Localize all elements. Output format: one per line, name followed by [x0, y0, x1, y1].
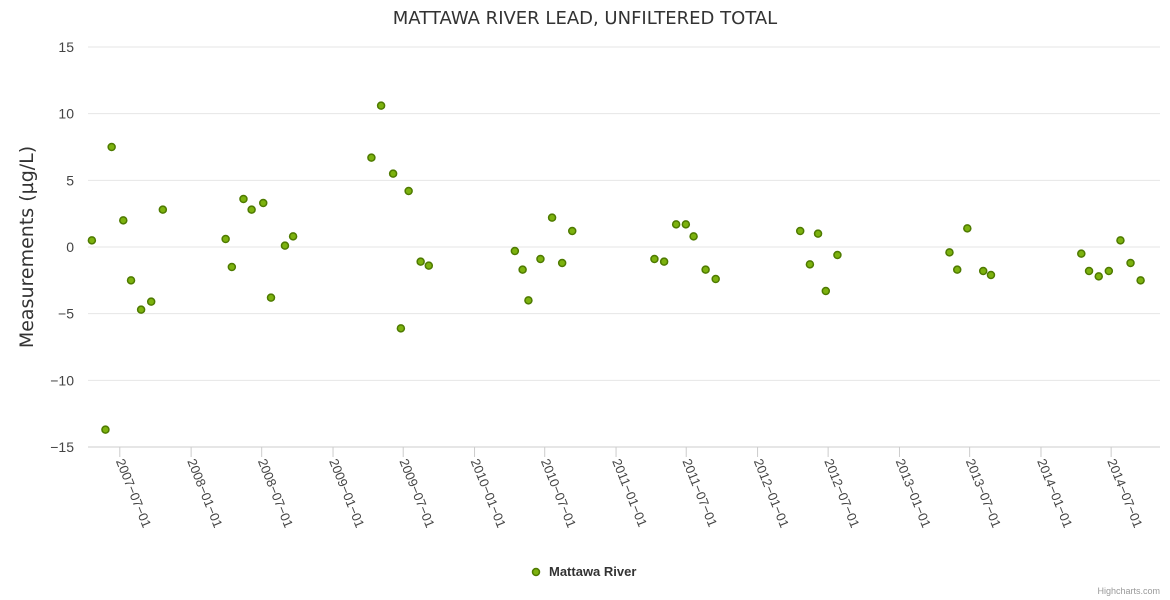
- data-point[interactable]: [126, 276, 136, 285]
- data-point[interactable]: [87, 236, 97, 245]
- data-point[interactable]: [689, 232, 698, 241]
- x-tick-label: 2010−01−01: [468, 457, 509, 530]
- y-tick-label: 15: [58, 39, 74, 55]
- data-point[interactable]: [650, 254, 659, 264]
- data-point[interactable]: [524, 296, 533, 305]
- data-point[interactable]: [567, 226, 577, 236]
- data-point[interactable]: [288, 232, 298, 241]
- y-tick-label: −5: [58, 306, 74, 322]
- data-point[interactable]: [146, 297, 156, 306]
- data-point[interactable]: [1136, 276, 1145, 285]
- data-point[interactable]: [221, 234, 230, 244]
- x-tick-label: 2013−07−01: [963, 457, 1004, 530]
- y-tick-label: 10: [58, 106, 74, 122]
- data-point[interactable]: [821, 286, 831, 296]
- data-point[interactable]: [963, 224, 972, 233]
- data-point[interactable]: [227, 262, 237, 272]
- x-tick-label: 2011−01−01: [609, 457, 650, 529]
- x-tick-label: 2014−01−01: [1034, 457, 1075, 530]
- x-tick-label: 2011−07−01: [679, 457, 720, 529]
- data-point[interactable]: [239, 194, 248, 204]
- data-point[interactable]: [119, 216, 128, 225]
- data-point[interactable]: [813, 229, 823, 238]
- x-tick-label: 2009−07−01: [396, 457, 437, 530]
- data-point[interactable]: [795, 226, 805, 236]
- data-point[interactable]: [376, 101, 386, 110]
- data-point[interactable]: [1104, 266, 1114, 276]
- data-point[interactable]: [396, 324, 406, 333]
- data-point[interactable]: [266, 293, 276, 302]
- data-point[interactable]: [367, 153, 376, 162]
- data-point[interactable]: [671, 220, 681, 229]
- y-axis-ticks: 15 10 5 0 −5 −10 −15: [50, 39, 74, 455]
- data-point[interactable]: [833, 250, 842, 260]
- data-point[interactable]: [280, 241, 290, 250]
- x-tick-label: 2012−01−01: [751, 457, 792, 530]
- legend-marker-icon[interactable]: [531, 567, 541, 577]
- x-tick-label: 2008−07−01: [255, 457, 296, 530]
- data-point[interactable]: [416, 257, 425, 266]
- x-tick-label: 2010−07−01: [538, 457, 579, 530]
- data-point[interactable]: [986, 270, 996, 280]
- data-point[interactable]: [404, 186, 413, 196]
- data-point[interactable]: [158, 205, 168, 214]
- data-point[interactable]: [1116, 236, 1125, 245]
- data-point[interactable]: [557, 258, 567, 268]
- data-point[interactable]: [978, 266, 988, 276]
- data-point[interactable]: [107, 142, 116, 152]
- y-axis-label: Measurements (µg/L): [16, 146, 38, 348]
- data-point[interactable]: [536, 254, 545, 264]
- data-point[interactable]: [547, 213, 557, 222]
- data-point[interactable]: [258, 198, 268, 208]
- data-point[interactable]: [952, 265, 962, 274]
- data-point[interactable]: [136, 305, 146, 314]
- data-point[interactable]: [1094, 272, 1103, 281]
- data-point[interactable]: [711, 274, 720, 284]
- data-point[interactable]: [247, 205, 256, 214]
- data-point[interactable]: [701, 265, 710, 274]
- data-point[interactable]: [510, 246, 520, 256]
- data-point[interactable]: [805, 260, 815, 269]
- data-point[interactable]: [101, 425, 110, 434]
- x-tick-label: 2014−07−01: [1104, 457, 1145, 530]
- x-tick-label: 2009−01−01: [326, 457, 367, 530]
- data-point[interactable]: [388, 169, 398, 178]
- data-point[interactable]: [1126, 258, 1135, 268]
- x-axis-ticks: 2007−07−01 2008−01−01 2008−07−01 2009−01−01…: [113, 447, 1146, 530]
- chart-title: MATTAWA RIVER LEAD, UNFILTERED TOTAL: [393, 8, 777, 29]
- data-point[interactable]: [681, 220, 691, 229]
- data-point[interactable]: [945, 248, 954, 257]
- credits-link[interactable]: Highcharts.com: [1097, 586, 1160, 596]
- y-tick-label: −15: [50, 439, 74, 455]
- x-tick-label: 2007−07−01: [113, 457, 154, 530]
- gridlines: [88, 46, 1160, 448]
- x-tick-label: 2008−01−01: [184, 457, 225, 530]
- y-tick-label: −10: [50, 372, 74, 388]
- x-tick-label: 2013−01−01: [893, 457, 934, 530]
- y-tick-label: 5: [66, 172, 74, 188]
- data-point[interactable]: [1084, 266, 1094, 276]
- data-point[interactable]: [1077, 249, 1086, 258]
- series-mattawa-river-points: [87, 101, 1145, 434]
- data-point[interactable]: [659, 257, 669, 266]
- legend-item-mattawa-river[interactable]: Mattawa River: [549, 564, 636, 579]
- data-point[interactable]: [518, 265, 527, 274]
- y-tick-label: 0: [66, 239, 74, 255]
- legend[interactable]: Mattawa River: [531, 564, 637, 579]
- x-tick-label: 2012−07−01: [821, 457, 862, 530]
- data-point[interactable]: [424, 261, 434, 270]
